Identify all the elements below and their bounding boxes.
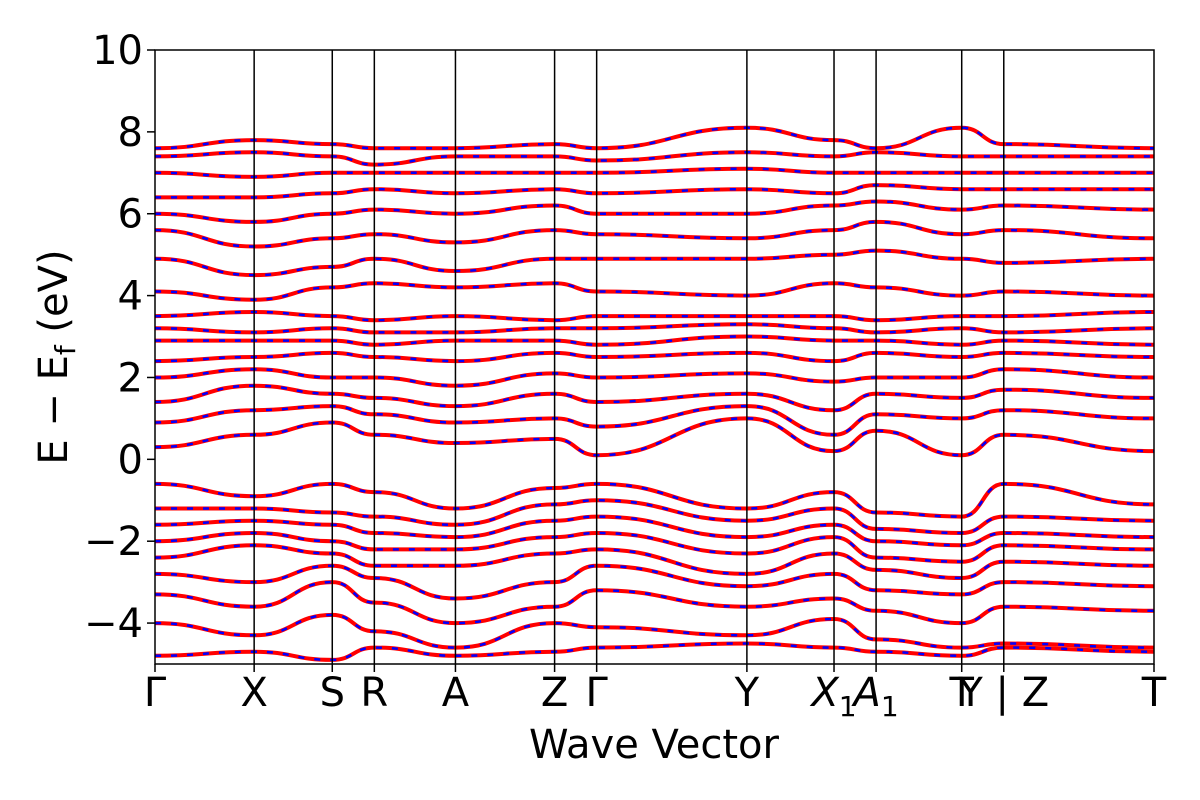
- y-axis-label-sub: f: [49, 344, 82, 355]
- y-tick-label: 10: [92, 28, 143, 74]
- x-tick-label: R: [360, 670, 388, 716]
- plot-frame: [154, 49, 1155, 665]
- x-tick-label: Γ: [144, 670, 167, 716]
- x-tick-label: X: [240, 670, 267, 716]
- band-line-blue: [155, 151, 1154, 166]
- x-tick-label: X1: [809, 670, 856, 723]
- y-tick-label: 0: [118, 437, 143, 483]
- y-axis-label: E − Ef (eV): [31, 249, 82, 464]
- x-tick-label: Y | Z: [957, 670, 1049, 716]
- x-tick-label: S: [320, 670, 345, 716]
- y-axis: −4 −2 0 2 4 6 8 10: [84, 28, 155, 647]
- band-line-blue: [155, 167, 1154, 179]
- x-tick-label: A1: [850, 670, 898, 723]
- x-axis-label: Wave Vector: [529, 722, 780, 768]
- y-axis-label-main: E − E: [31, 355, 77, 465]
- x-tick-label: A: [442, 670, 470, 716]
- y-tick-label: 8: [118, 110, 143, 156]
- y-tick-label: −2: [84, 519, 143, 565]
- y-tick-label: −4: [84, 601, 143, 647]
- x-tick-label: Y: [734, 670, 760, 716]
- y-tick-label: 4: [118, 274, 143, 320]
- y-tick-label: 6: [118, 192, 143, 238]
- x-tick-label: Z: [541, 670, 568, 716]
- y-axis-label-unit: (eV): [31, 249, 77, 345]
- y-tick-label: 2: [118, 355, 143, 401]
- x-tick-label: T: [948, 670, 974, 716]
- x-tick-label: T: [1141, 670, 1167, 716]
- kpoint-lines: [253, 50, 1005, 664]
- x-tick-label: Γ: [586, 670, 609, 716]
